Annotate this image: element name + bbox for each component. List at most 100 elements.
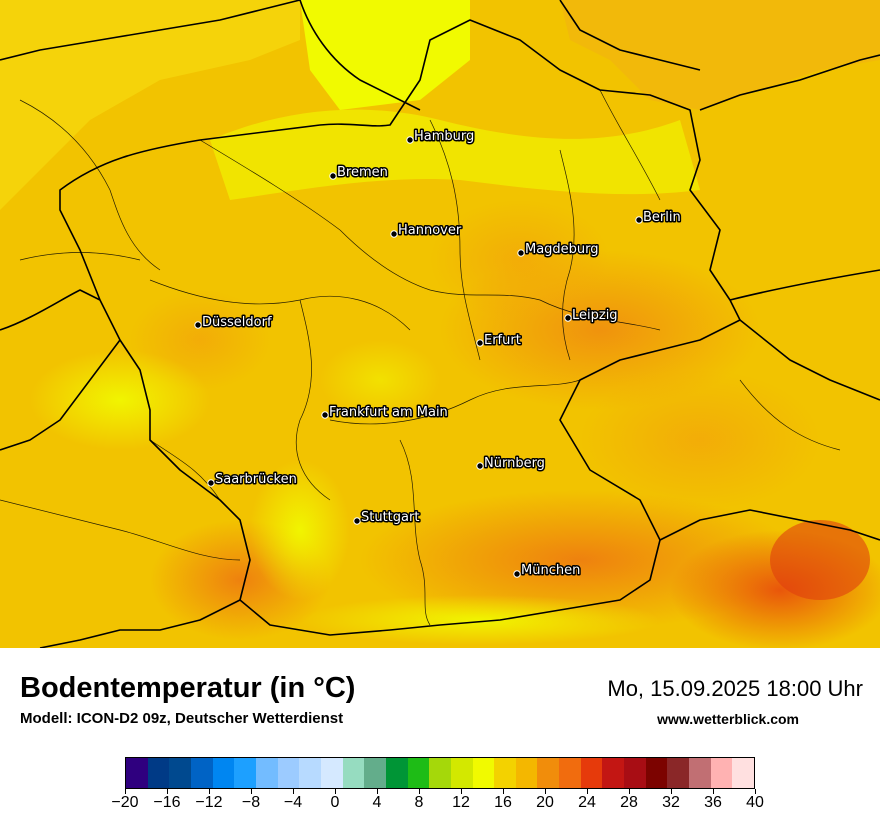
- legend-tick-mark: [166, 789, 168, 794]
- legend-tick-mark: [544, 789, 546, 794]
- legend-color-swatch: [559, 758, 581, 788]
- state-border-7: [399, 439, 431, 626]
- legend-tick-label: 4: [372, 794, 382, 811]
- czech-border: [739, 319, 880, 401]
- legend-tick-mark: [460, 789, 462, 794]
- map-title: Bodentemperatur (in °C): [20, 672, 356, 704]
- legend-tick-mark: [712, 789, 714, 794]
- city-dot: [476, 462, 484, 470]
- color-legend-ticks: −20 −16 −12 −8 −4 0 4 8 12 16 20 24 28 32 36 40: [111, 789, 764, 819]
- city-hannover: Hannover: [390, 222, 463, 240]
- luxembourg-border: [0, 339, 121, 451]
- legend-tick-mark: [418, 789, 420, 794]
- legend-color-swatch: [645, 758, 668, 788]
- legend-tick-mark: [124, 789, 126, 794]
- state-border-4: [149, 279, 411, 331]
- city-nuernberg: Nürnberg: [476, 455, 546, 473]
- legend-color-swatch: [147, 758, 170, 788]
- legend-color-swatch: [212, 758, 235, 788]
- legend-tick-label: 20: [536, 794, 554, 811]
- state-border-2: [429, 119, 481, 361]
- legend-color-swatch: [364, 758, 386, 788]
- legend-tick-mark: [208, 789, 210, 794]
- city-dot: [406, 136, 414, 144]
- city-dot: [513, 570, 521, 578]
- city-label: Frankfurt am Main: [329, 405, 448, 420]
- legend-tick-mark: [628, 789, 630, 794]
- nl-inner-border: [19, 252, 141, 261]
- legend-color-swatch: [537, 758, 560, 788]
- belgium-border: [0, 289, 101, 331]
- north-sea-area: [0, 0, 300, 210]
- city-label: Leipzig: [572, 308, 618, 323]
- city-dot: [353, 517, 361, 525]
- legend-color-swatch: [385, 758, 408, 788]
- magdeburg-warm-zone: [430, 200, 610, 320]
- legend-color-swatch: [277, 758, 300, 788]
- city-label: Berlin: [643, 210, 681, 225]
- north-coast-line: [0, 0, 301, 61]
- city-label: Erfurt: [484, 333, 521, 348]
- city-label: Nürnberg: [484, 456, 545, 471]
- city-label: Stuttgart: [361, 510, 419, 525]
- model-subtitle: Modell: ICON-D2 09z, Deutscher Wetterdie…: [20, 710, 344, 727]
- legend-color-swatch: [190, 758, 213, 788]
- nl-border: [19, 99, 161, 271]
- website-label: www.wetterblick.com: [657, 711, 799, 727]
- legend-tick-label: −20: [111, 794, 139, 811]
- schleswig-holstein-cool: [300, 0, 470, 110]
- city-dot: [321, 411, 329, 419]
- hesse-cool-zone: [320, 340, 440, 420]
- legend-color-swatch: [602, 758, 625, 788]
- germany-border: [59, 19, 741, 636]
- legend-color-swatch: [624, 758, 646, 788]
- legend-tick-label: −8: [241, 794, 261, 811]
- poland-border: [729, 269, 880, 301]
- state-border-3: [559, 149, 575, 361]
- legend-tick-label: 0: [330, 794, 340, 811]
- city-dot: [517, 249, 525, 257]
- legend-color-swatch: [494, 758, 516, 788]
- legend-tick-label: 32: [662, 794, 680, 811]
- legend-tick-mark: [754, 789, 756, 794]
- legend-tick-label: −4: [283, 794, 303, 811]
- city-hamburg: Hamburg: [406, 128, 476, 146]
- city-dot: [207, 479, 215, 487]
- legend-tick-mark: [502, 789, 504, 794]
- legend-color-swatch: [580, 758, 603, 788]
- city-leipzig: Leipzig: [564, 307, 619, 325]
- forecast-datetime: Mo, 15.09.2025 18:00 Uhr: [607, 676, 863, 701]
- national-borders: [0, 0, 880, 648]
- city-saarbruecken: Saarbrücken: [207, 471, 298, 489]
- city-dot: [564, 314, 572, 322]
- legend-tick-label: 40: [746, 794, 764, 811]
- cz-inner-border: [739, 379, 841, 451]
- city-dot: [635, 216, 643, 224]
- state-border-1: [199, 139, 661, 331]
- legend-color-swatch: [169, 758, 191, 788]
- legend-color-swatch: [429, 758, 451, 788]
- ardennes-cool-zone: [30, 350, 210, 450]
- fr-inner-border: [0, 499, 241, 561]
- legend-tick-mark: [292, 789, 294, 794]
- legend-color-swatch: [732, 758, 755, 788]
- legend-color-swatch: [515, 758, 538, 788]
- color-legend-bar: [125, 757, 755, 789]
- city-bremen: Bremen: [329, 164, 389, 182]
- czech-warm-zone: [580, 370, 820, 510]
- mecklenburg-coast: [559, 0, 701, 71]
- legend-color-swatch: [255, 758, 278, 788]
- legend-color-swatch: [407, 758, 430, 788]
- city-label: München: [521, 563, 580, 578]
- city-dot: [390, 230, 398, 238]
- state-border-9: [599, 89, 661, 201]
- city-label: Bremen: [337, 165, 388, 180]
- legend-tick-label: 8: [414, 794, 424, 811]
- legend-tick-mark: [250, 789, 252, 794]
- city-dot: [329, 172, 337, 180]
- legend-tick-mark: [376, 789, 378, 794]
- city-label: Düsseldorf: [202, 315, 272, 330]
- legend-color-swatch: [667, 758, 690, 788]
- austria-border: [659, 509, 880, 541]
- temperature-map: Hamburg Bremen Hannover Berlin Magdeburg…: [0, 0, 880, 648]
